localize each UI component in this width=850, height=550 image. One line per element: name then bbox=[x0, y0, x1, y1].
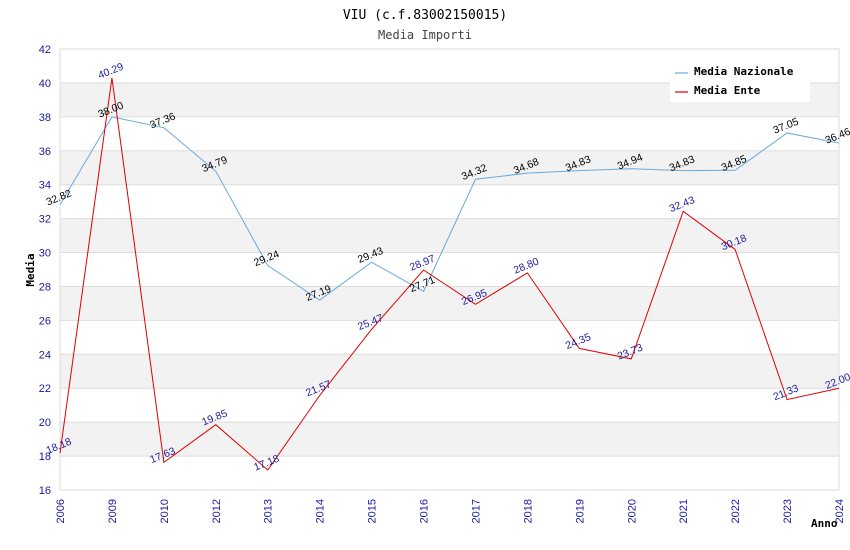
legend-label-media-nazionale: Media Nazionale bbox=[694, 65, 794, 78]
x-tick-label: 2018 bbox=[522, 499, 534, 523]
y-tick-label: 30 bbox=[39, 248, 51, 260]
y-tick-label: 24 bbox=[39, 349, 51, 361]
series-group bbox=[59, 77, 840, 471]
y-axis-ticks: 16 18 20 22 24 26 28 30 32 34 36 38 40 42 bbox=[39, 44, 51, 497]
legend: Media Nazionale Media Ente bbox=[670, 60, 810, 102]
x-tick-label: 2016 bbox=[419, 499, 431, 523]
plot-area bbox=[59, 48, 840, 491]
grid-band bbox=[60, 320, 839, 355]
legend-box bbox=[670, 60, 810, 102]
grid-band bbox=[60, 252, 839, 287]
x-tick-label: 2010 bbox=[159, 499, 171, 523]
y-tick-label: 26 bbox=[39, 315, 51, 327]
grid-band bbox=[60, 116, 839, 151]
grid-bands bbox=[60, 49, 839, 491]
x-tick-label: 2014 bbox=[315, 499, 327, 523]
y-tick-label: 32 bbox=[39, 214, 51, 226]
y-tick-label: 18 bbox=[39, 451, 51, 463]
y-tick-label: 42 bbox=[39, 44, 51, 56]
y-tick-label: 20 bbox=[39, 417, 51, 429]
x-tick-label: 2019 bbox=[574, 499, 586, 523]
x-tick-label: 2022 bbox=[730, 499, 742, 523]
y-tick-label: 22 bbox=[39, 383, 51, 395]
chart-title: VIU (c.f.83002150015) bbox=[343, 8, 507, 23]
y-axis-title: Media bbox=[24, 253, 37, 286]
grid-band bbox=[60, 354, 839, 389]
y-tick-label: 38 bbox=[39, 112, 51, 124]
x-tick-label: 2012 bbox=[211, 499, 223, 523]
grid-band bbox=[60, 388, 839, 423]
x-tick-label: 2006 bbox=[55, 499, 67, 523]
grid-band bbox=[60, 456, 839, 490]
grid-band bbox=[60, 150, 839, 185]
legend-label-media-ente: Media Ente bbox=[694, 84, 761, 97]
grid-band bbox=[60, 286, 839, 321]
x-axis-title: Anno bbox=[811, 517, 838, 530]
x-tick-label: 2017 bbox=[470, 499, 482, 523]
x-tick-label: 2015 bbox=[367, 499, 379, 523]
grid-band bbox=[60, 184, 839, 219]
x-tick-label: 2020 bbox=[626, 499, 638, 523]
chart-subtitle: Media Importi bbox=[378, 28, 472, 42]
y-tick-label: 16 bbox=[39, 485, 51, 497]
x-tick-label: 2023 bbox=[782, 499, 794, 523]
x-axis-ticks: 2006 2009 2010 2012 2013 2014 2015 2016 2017 2018… bbox=[55, 499, 846, 523]
series-line-media-nazionale bbox=[59, 116, 840, 301]
x-tick-label: 2021 bbox=[678, 499, 690, 523]
x-tick-label: 2009 bbox=[107, 499, 119, 523]
grid-band bbox=[60, 422, 839, 457]
x-tick-label: 2013 bbox=[263, 499, 275, 523]
y-tick-label: 28 bbox=[39, 281, 51, 293]
y-tick-label: 40 bbox=[39, 78, 51, 90]
x-tick-label: 2024 bbox=[834, 499, 846, 523]
y-tick-label: 34 bbox=[39, 180, 51, 192]
y-tick-label: 36 bbox=[39, 146, 51, 158]
series-line-media-ente bbox=[59, 77, 840, 471]
